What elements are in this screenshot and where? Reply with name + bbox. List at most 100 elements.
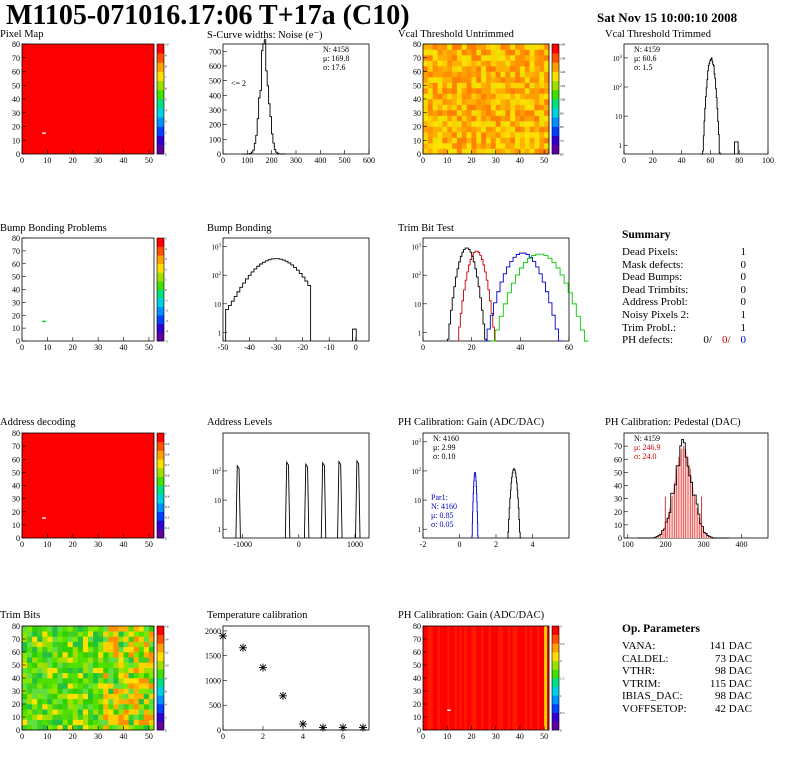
heatmap-cell <box>52 631 58 637</box>
heatmap-cell <box>143 688 150 694</box>
heatmap-cell <box>471 148 477 155</box>
heatmap-cell <box>519 82 526 89</box>
colorbar-cell <box>157 454 164 460</box>
heatmap-cell <box>47 652 53 658</box>
stats-line: μ: 246.9 <box>634 443 661 452</box>
colorbar-cell <box>157 238 164 243</box>
heatmap-cell <box>495 49 501 56</box>
heatmap-cell <box>133 719 140 726</box>
y-tick-label: 0 <box>16 150 20 159</box>
summary-value: 1 <box>740 321 747 334</box>
heatmap-cell <box>476 44 482 50</box>
heatmap-cell <box>52 672 58 679</box>
heatmap-cell <box>447 82 453 89</box>
heatmap-cell <box>103 683 109 689</box>
scatter-point <box>259 663 267 672</box>
heatmap-cell <box>32 667 38 674</box>
colorbar-tick-label: 0 <box>560 729 562 733</box>
heatmap-cell <box>143 652 150 658</box>
heatmap-cell <box>133 672 140 679</box>
heatmap-cell <box>47 641 53 648</box>
colorbar-cell <box>552 66 559 72</box>
heatmap-cell <box>143 683 150 689</box>
heatmap-cell <box>505 143 511 149</box>
heatmap-stripe <box>536 626 540 730</box>
heatmap-cell <box>539 55 545 61</box>
heatmap-cell <box>133 626 140 632</box>
heatmap-cell <box>123 709 129 715</box>
heatmap-cell <box>534 148 540 155</box>
colorbar-frame <box>551 625 560 731</box>
heatmap-cell <box>52 709 58 715</box>
heatmap-cell <box>42 719 48 726</box>
colorbar-tick-label: 120 <box>560 70 566 74</box>
heatmap-cell <box>544 148 550 155</box>
colorbar-cell <box>552 695 559 700</box>
heatmap-cell <box>47 678 53 684</box>
hist-series-line <box>457 250 496 342</box>
heatmap-cell <box>47 693 53 700</box>
heatmap-cell <box>118 724 124 731</box>
colorbar-tick-label: 70 <box>560 139 564 143</box>
address-peak <box>337 460 343 539</box>
heatmap-cell <box>47 698 53 705</box>
heatmap-cell <box>93 672 99 679</box>
heatmap-cell <box>437 132 443 138</box>
x-tick-label: -2 <box>420 540 427 549</box>
heatmap-cell <box>529 49 535 56</box>
heatmap-cell <box>437 66 443 72</box>
colorbar-cell <box>157 665 164 670</box>
colorbar-tick-label: -2 <box>165 309 168 313</box>
y-tick-label: 0 <box>618 534 622 543</box>
colorbar-cell <box>157 131 164 136</box>
heatmap-cell <box>37 719 43 726</box>
stats-line: μ: 0.85 <box>431 511 454 520</box>
heatmap-cell <box>148 641 155 648</box>
heatmap-cell <box>456 143 463 149</box>
heatmap-cell <box>461 132 467 138</box>
x-tick-label: 0 <box>421 156 425 165</box>
heatmap-cell <box>138 652 145 658</box>
heatmap-cell <box>32 724 38 731</box>
heatmap-cell <box>466 60 472 67</box>
colorbar-cell <box>157 652 164 657</box>
heatmap-cell <box>128 636 134 642</box>
heatmap-cell <box>32 698 38 705</box>
heatmap-cell <box>423 99 429 105</box>
heatmap-cell <box>500 99 506 105</box>
heatmap-cell <box>515 71 521 78</box>
heatmap-cell <box>108 667 114 674</box>
heatmap-cell <box>113 667 119 674</box>
heatmap-cell <box>37 641 43 648</box>
heatmap-cell <box>77 672 84 679</box>
heatmap-cell <box>461 121 467 127</box>
heatmap-cell <box>490 110 496 116</box>
x-tick-label: 20 <box>467 732 475 741</box>
heatmap-cell <box>486 148 492 155</box>
heatmap-cell <box>481 60 487 67</box>
heatmap-cell <box>519 110 526 116</box>
heatmap-cell <box>67 636 74 642</box>
heatmap-cell <box>67 662 74 668</box>
colorbar-cell <box>552 89 559 95</box>
heatmap-cell <box>529 148 535 155</box>
heatmap-cell <box>32 657 38 663</box>
colorbar-cell <box>157 66 164 72</box>
heatmap-cell <box>118 704 124 710</box>
heatmap-cell <box>534 55 540 61</box>
heatmap-cell <box>461 60 467 67</box>
panel-bump_bonding: Bump Bonding -50 -40 -30 -20 -10 0 1 10 102 103 <box>207 223 373 355</box>
heatmap-cell <box>481 66 487 72</box>
heatmap-cell <box>82 636 89 642</box>
colorbar-cell <box>157 494 164 499</box>
heatmap-cell <box>67 704 74 710</box>
heatmap-cell <box>432 66 438 72</box>
colorbar-cell <box>552 117 559 123</box>
heatmap-cell <box>62 636 68 642</box>
heatmap-cell <box>72 719 79 726</box>
heatmap-cell <box>138 662 145 668</box>
heatmap-cell <box>88 636 94 642</box>
heatmap-cell <box>544 137 550 144</box>
panel-vcal_untrimmed: Vcal Threshold Untrimmed 60 70 80 90 100 110 12… <box>398 29 581 168</box>
